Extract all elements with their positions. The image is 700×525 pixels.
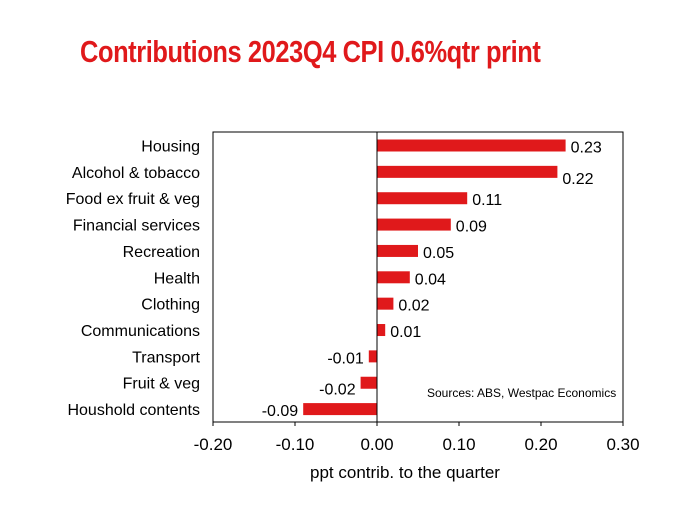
category-label: Clothing [141, 297, 200, 314]
source-note: Sources: ABS, Westpac Economics [427, 386, 616, 400]
category-label: Financial services [73, 218, 200, 235]
category-label: Housing [141, 139, 200, 156]
bar [377, 271, 410, 284]
x-tick-label: 0.10 [442, 435, 475, 454]
bar [377, 324, 386, 337]
category-label: Alcohol & tobacco [72, 165, 200, 182]
value-label: 0.09 [456, 219, 487, 236]
value-label: 0.11 [472, 192, 502, 209]
category-label: Houshold contents [67, 402, 200, 419]
bar [377, 218, 451, 231]
value-labels: 0.23 0.22 0.11 0.090.05 0.04 0.02 0.01 -0.01 -0.… [262, 140, 602, 421]
value-label: 0.04 [415, 271, 446, 288]
category-label: Recreation [123, 244, 200, 261]
value-label: -0.01 [327, 350, 364, 367]
bar [377, 297, 394, 310]
bar [303, 403, 377, 416]
x-tick-labels: -0.20 -0.10 0.00 0.10 0.20 0.30 [194, 422, 640, 454]
bars-group [303, 139, 566, 416]
category-label: Fruit & veg [123, 376, 200, 393]
category-label: Communications [81, 323, 200, 340]
bar [377, 165, 558, 178]
bar [377, 244, 418, 257]
chart-title: Contributions 2023Q4 CPI 0.6%qtr print [80, 34, 541, 69]
x-tick-label: -0.10 [276, 435, 315, 454]
bar [360, 376, 377, 389]
x-axis-label: ppt contrib. to the quarter [310, 463, 500, 482]
value-label: -0.09 [262, 403, 299, 420]
value-label: 0.22 [562, 171, 593, 188]
x-tick-label: -0.20 [194, 435, 233, 454]
category-label: Food ex fruit & veg [66, 191, 200, 208]
value-label: -0.02 [319, 382, 356, 399]
value-label: 0.05 [423, 245, 454, 262]
category-label: Health [154, 270, 200, 287]
x-tick-label: 0.30 [606, 435, 639, 454]
bar [368, 350, 377, 363]
bar [377, 192, 468, 205]
x-tick-label: 0.00 [360, 435, 393, 454]
value-label: 0.02 [398, 298, 429, 315]
category-labels: Housing Alcohol & tobacco Food ex fruit & … [66, 139, 201, 420]
category-label: Transport [132, 349, 200, 366]
value-label: 0.23 [571, 140, 602, 157]
plot-area [212, 131, 624, 423]
x-tick-label: 0.20 [524, 435, 557, 454]
value-label: 0.01 [390, 324, 421, 341]
bar [377, 139, 566, 152]
